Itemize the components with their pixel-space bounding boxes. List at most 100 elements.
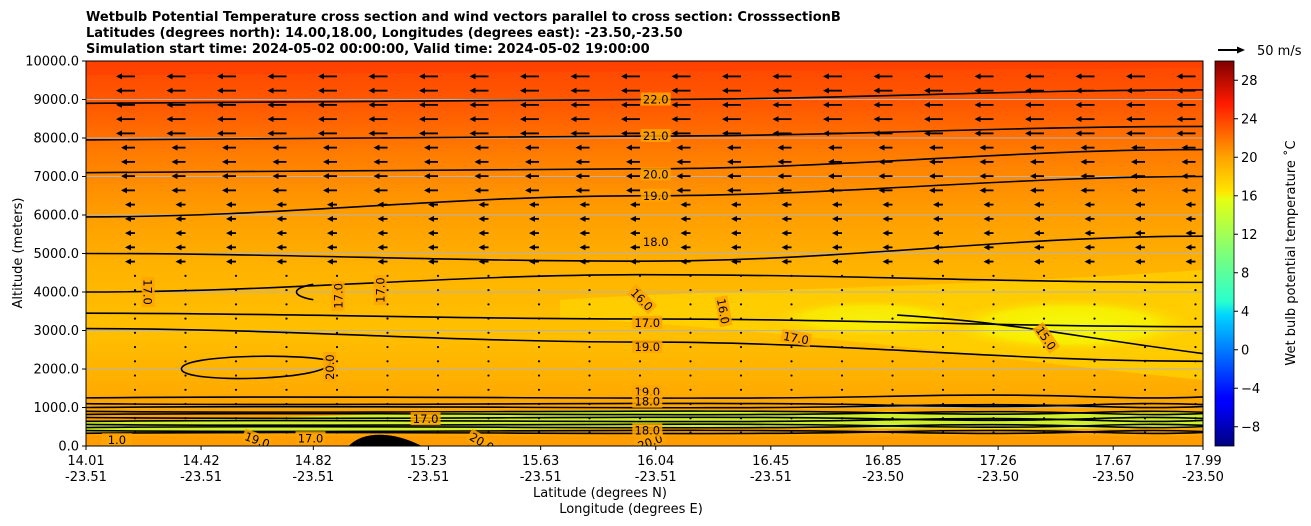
contour-label: 20.0 bbox=[640, 167, 671, 182]
contour-label-text: 17.0 bbox=[782, 329, 810, 347]
wind-arrow-point bbox=[739, 274, 743, 277]
wind-arrow bbox=[487, 288, 490, 292]
wind-arrow-point bbox=[234, 374, 238, 377]
wind-arrow bbox=[570, 73, 590, 80]
wind-arrow-head bbox=[1176, 87, 1183, 94]
contour-line-lowlevel bbox=[86, 410, 1203, 416]
wind-arrow-head bbox=[1176, 73, 1183, 80]
wind-arrow bbox=[630, 201, 640, 208]
wind-arrow bbox=[285, 288, 288, 292]
wind-arrow bbox=[882, 201, 893, 208]
wind-arrow-head bbox=[731, 244, 737, 251]
wind-arrow-head bbox=[175, 215, 182, 222]
wind-arrow-point bbox=[133, 288, 137, 292]
wind-arrow-point bbox=[739, 303, 743, 306]
wind-arrow bbox=[1093, 360, 1096, 363]
wind-arrow bbox=[621, 130, 640, 137]
wind-arrow bbox=[790, 274, 793, 277]
wind-arrow bbox=[638, 360, 642, 363]
wind-arrow bbox=[638, 417, 642, 420]
wind-arrow bbox=[373, 144, 388, 151]
wind-arrow-head bbox=[1126, 116, 1132, 123]
colorbar bbox=[1214, 60, 1235, 447]
wind-arrow-head bbox=[529, 244, 535, 251]
wind-arrow-head bbox=[419, 130, 425, 137]
wind-arrow bbox=[175, 244, 186, 251]
wind-arrow-point bbox=[1042, 274, 1046, 277]
wind-arrow bbox=[790, 303, 793, 306]
wind-arrow bbox=[175, 258, 186, 265]
wind-arrow bbox=[537, 388, 541, 391]
wind-arrow bbox=[373, 173, 388, 180]
wind-arrow bbox=[133, 388, 137, 391]
wind-arrow bbox=[1143, 360, 1147, 363]
wind-arrow bbox=[772, 101, 792, 108]
wind-arrow-point bbox=[588, 274, 591, 277]
wind-arrow-head bbox=[1025, 101, 1031, 108]
wind-arrow-point bbox=[992, 288, 995, 292]
wind-arrow bbox=[487, 374, 490, 377]
wind-arrow bbox=[184, 303, 187, 306]
wind-arrow-head bbox=[166, 130, 173, 137]
wind-arrow-point bbox=[941, 288, 945, 292]
wind-arrow-head bbox=[478, 230, 485, 237]
wind-arrow-point bbox=[840, 288, 844, 292]
wind-arrow-point bbox=[1093, 303, 1096, 306]
wind-arrow bbox=[525, 173, 539, 180]
wind-arrow-point bbox=[436, 402, 440, 406]
wind-arrow-point bbox=[234, 345, 238, 349]
wind-arrow bbox=[1042, 388, 1046, 391]
wind-arrow bbox=[840, 303, 844, 306]
wind-arrow-head bbox=[276, 258, 283, 265]
wind-arrow-head bbox=[772, 73, 779, 80]
wind-arrow-point bbox=[285, 288, 288, 292]
wind-arrow-head bbox=[832, 201, 838, 208]
wind-arrow-head bbox=[520, 116, 526, 123]
wind-arrow-point bbox=[739, 374, 743, 377]
wind-arrow-point bbox=[487, 317, 490, 320]
wind-arrow-head bbox=[621, 87, 627, 94]
wind-arrow-point bbox=[184, 331, 187, 334]
wind-arrow-point bbox=[487, 331, 490, 334]
colorbar-tick-label: 16 bbox=[1241, 189, 1258, 204]
wind-arrow bbox=[680, 230, 691, 237]
x-tick-label-lat: 17.99 bbox=[1184, 454, 1221, 469]
y-tick-label: 10000.0 bbox=[25, 55, 79, 70]
wind-arrow-point bbox=[689, 431, 692, 434]
wind-arrow-point bbox=[992, 431, 995, 434]
wind-arrow-point bbox=[588, 388, 591, 391]
wind-arrow-point bbox=[588, 374, 591, 377]
wind-arrow bbox=[772, 73, 792, 80]
wind-arrow-head bbox=[630, 215, 636, 222]
wind-arrow-head bbox=[933, 201, 939, 208]
wind-arrow-head bbox=[520, 101, 526, 108]
wind-arrow bbox=[638, 374, 642, 377]
wind-arrow-head bbox=[428, 230, 434, 237]
wind-arrow bbox=[840, 331, 844, 334]
wind-arrow-head bbox=[327, 215, 333, 222]
contour-label-bg bbox=[241, 428, 274, 446]
y-tick-label: 0.0 bbox=[58, 440, 79, 455]
wind-arrow bbox=[133, 331, 137, 334]
wind-arrow-point bbox=[487, 402, 490, 406]
wind-arrow-point bbox=[1194, 288, 1197, 292]
wind-arrow-point bbox=[184, 388, 187, 391]
x-tick-label-lat: 14.82 bbox=[295, 454, 332, 469]
wind-arrow bbox=[1181, 173, 1196, 180]
wind-arrow bbox=[630, 244, 640, 251]
contour-line-lowlevel bbox=[86, 423, 1203, 429]
wind-arrow bbox=[469, 73, 489, 80]
wind-arrow bbox=[133, 303, 137, 306]
wind-arrow bbox=[234, 402, 238, 406]
contour-label: 22.0 bbox=[640, 92, 671, 107]
wind-arrow-point bbox=[992, 402, 995, 406]
wind-arrow bbox=[772, 87, 792, 94]
wind-arrow bbox=[924, 116, 943, 123]
wind-arrow-head bbox=[575, 158, 582, 165]
wind-arrow-point bbox=[184, 317, 187, 320]
wind-arrow bbox=[1143, 374, 1147, 377]
wind-arrow bbox=[1084, 230, 1095, 237]
wind-arrow-point bbox=[335, 388, 339, 391]
wind-arrow bbox=[335, 331, 339, 334]
wind-arrow-point bbox=[891, 360, 894, 363]
